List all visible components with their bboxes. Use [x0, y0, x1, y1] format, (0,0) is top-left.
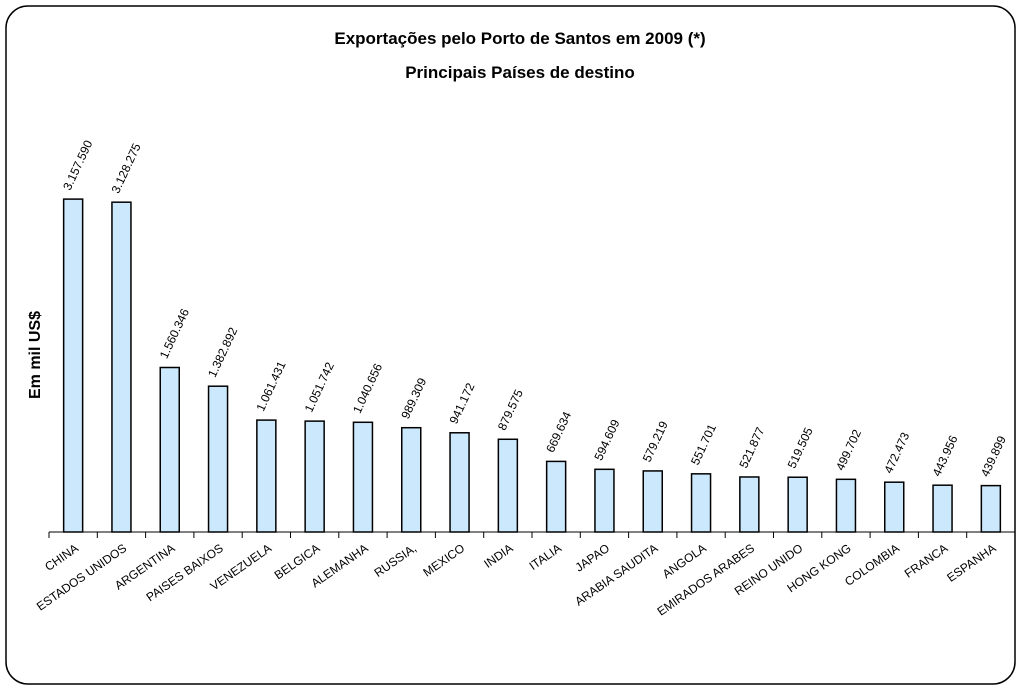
bar — [449, 432, 470, 533]
bar — [980, 484, 1002, 533]
chart-subtitle: Principais Países de destino — [405, 63, 635, 82]
bar — [594, 468, 615, 533]
bar — [111, 201, 132, 533]
bar — [690, 473, 712, 533]
bar — [739, 476, 760, 533]
y-axis-label: Em mil US$ — [27, 311, 44, 399]
bar — [497, 438, 519, 533]
bar — [835, 478, 857, 533]
bar — [642, 470, 663, 533]
bar — [304, 420, 325, 533]
bar — [207, 385, 229, 533]
bar — [159, 366, 180, 533]
bar — [352, 421, 374, 533]
bar — [787, 476, 808, 533]
bar — [401, 426, 422, 533]
bar — [62, 198, 84, 533]
bar — [884, 481, 905, 533]
bar — [545, 460, 567, 533]
chart-title: Exportações pelo Porto de Santos em 2009… — [334, 29, 705, 48]
bar — [932, 484, 953, 533]
bar — [256, 419, 277, 533]
